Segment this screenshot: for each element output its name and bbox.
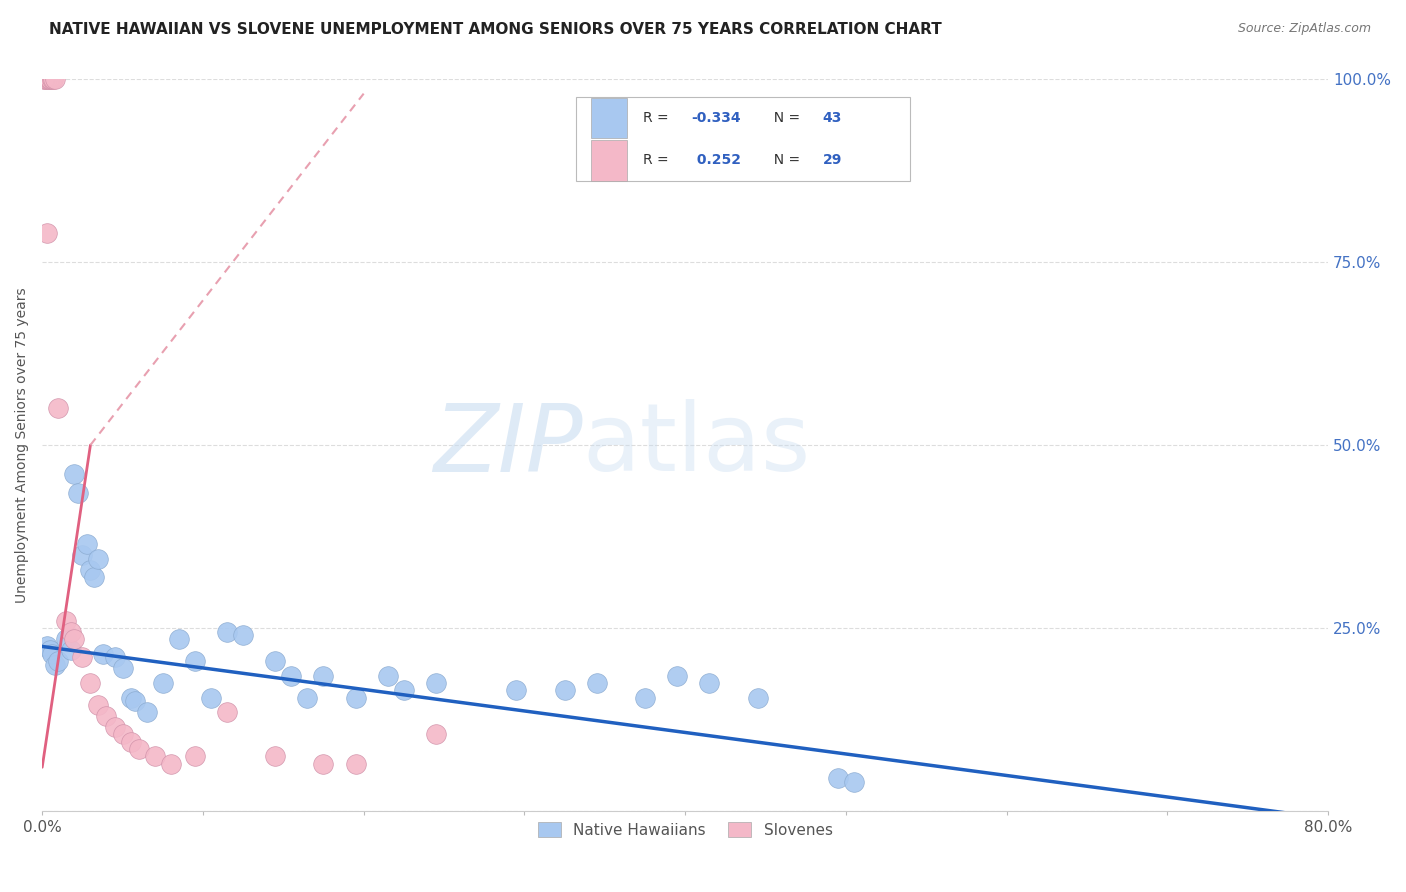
Point xyxy=(79,676,101,690)
Text: NATIVE HAWAIIAN VS SLOVENE UNEMPLOYMENT AMONG SENIORS OVER 75 YEARS CORRELATION : NATIVE HAWAIIAN VS SLOVENE UNEMPLOYMENT … xyxy=(49,22,942,37)
Point xyxy=(38,72,60,87)
Text: atlas: atlas xyxy=(582,399,810,491)
Point xyxy=(200,690,222,705)
Point xyxy=(135,706,157,720)
Point xyxy=(120,734,142,748)
Point xyxy=(297,690,319,705)
Text: R =: R = xyxy=(643,112,672,126)
Point xyxy=(35,72,58,87)
Point xyxy=(505,683,527,698)
Text: R =: R = xyxy=(643,153,672,168)
Point xyxy=(87,551,110,566)
Point xyxy=(312,756,335,771)
Point xyxy=(111,727,134,741)
Point xyxy=(87,698,110,712)
Point xyxy=(215,624,238,639)
Text: N =: N = xyxy=(765,153,804,168)
Point xyxy=(124,694,146,708)
Point xyxy=(280,669,302,683)
Point xyxy=(72,548,94,562)
Point xyxy=(39,72,62,87)
Point xyxy=(232,628,254,642)
Point xyxy=(39,643,62,657)
Point xyxy=(46,654,69,668)
Point xyxy=(167,632,190,646)
Point xyxy=(34,72,56,87)
Point xyxy=(264,654,287,668)
Point xyxy=(554,683,576,698)
Point xyxy=(96,709,118,723)
Point xyxy=(55,614,77,628)
Point xyxy=(425,676,447,690)
Point xyxy=(215,706,238,720)
Text: -0.334: -0.334 xyxy=(692,112,741,126)
Point xyxy=(827,771,849,785)
Point xyxy=(159,756,181,771)
Text: ZIP: ZIP xyxy=(433,400,582,491)
Point xyxy=(66,485,89,500)
Point xyxy=(63,467,86,482)
Point xyxy=(46,401,69,416)
Point xyxy=(91,647,114,661)
Point xyxy=(60,624,83,639)
FancyBboxPatch shape xyxy=(592,140,627,180)
FancyBboxPatch shape xyxy=(592,98,627,138)
Point xyxy=(60,643,83,657)
Point xyxy=(344,756,367,771)
Point xyxy=(184,749,207,764)
Point xyxy=(377,669,399,683)
Point xyxy=(63,632,86,646)
Point xyxy=(103,720,125,734)
Point xyxy=(72,650,94,665)
Point xyxy=(83,570,105,584)
Point xyxy=(35,640,58,654)
Text: 43: 43 xyxy=(823,112,842,126)
Point xyxy=(44,657,66,672)
Point xyxy=(184,654,207,668)
Point xyxy=(585,676,607,690)
Point xyxy=(42,72,65,87)
Text: Source: ZipAtlas.com: Source: ZipAtlas.com xyxy=(1237,22,1371,36)
Point xyxy=(425,727,447,741)
Point xyxy=(44,72,66,87)
Y-axis label: Unemployment Among Seniors over 75 years: Unemployment Among Seniors over 75 years xyxy=(15,287,30,603)
Point xyxy=(344,690,367,705)
Point xyxy=(103,650,125,665)
Text: N =: N = xyxy=(765,112,804,126)
Point xyxy=(35,226,58,240)
Point xyxy=(747,690,769,705)
Point xyxy=(111,661,134,675)
Point xyxy=(143,749,166,764)
Point xyxy=(41,647,63,661)
Point xyxy=(312,669,335,683)
Point xyxy=(76,537,98,551)
Point xyxy=(128,742,150,756)
Legend: Native Hawaiians, Slovenes: Native Hawaiians, Slovenes xyxy=(531,816,839,844)
Text: 0.252: 0.252 xyxy=(692,153,741,168)
Point xyxy=(392,683,415,698)
Point xyxy=(79,563,101,577)
Point xyxy=(152,676,174,690)
Point xyxy=(55,632,77,646)
Point xyxy=(697,676,720,690)
Point xyxy=(120,690,142,705)
FancyBboxPatch shape xyxy=(576,97,910,181)
Text: 29: 29 xyxy=(823,153,842,168)
Point xyxy=(264,749,287,764)
Point xyxy=(41,72,63,87)
Point xyxy=(666,669,689,683)
Point xyxy=(634,690,657,705)
Point xyxy=(842,775,865,789)
Point xyxy=(32,72,55,87)
